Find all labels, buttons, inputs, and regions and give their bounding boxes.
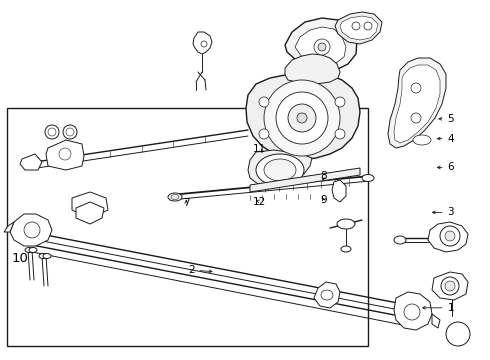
- Polygon shape: [20, 154, 42, 170]
- Circle shape: [404, 304, 420, 320]
- Polygon shape: [285, 54, 340, 84]
- Circle shape: [440, 226, 460, 246]
- Text: 5: 5: [439, 114, 454, 124]
- Polygon shape: [432, 314, 440, 328]
- Circle shape: [276, 92, 328, 144]
- Circle shape: [48, 128, 56, 136]
- Polygon shape: [332, 180, 346, 202]
- Bar: [7, 108, 368, 346]
- Circle shape: [335, 97, 345, 107]
- Text: 9: 9: [320, 195, 327, 205]
- Circle shape: [335, 129, 345, 139]
- Polygon shape: [72, 192, 108, 218]
- Polygon shape: [193, 32, 212, 54]
- Polygon shape: [394, 65, 440, 143]
- Circle shape: [314, 39, 330, 55]
- Circle shape: [201, 41, 207, 47]
- Polygon shape: [246, 73, 360, 160]
- Circle shape: [59, 148, 71, 160]
- Circle shape: [288, 104, 316, 132]
- Ellipse shape: [168, 193, 182, 201]
- Circle shape: [352, 22, 360, 30]
- Text: 2: 2: [188, 265, 212, 275]
- Circle shape: [24, 222, 40, 238]
- Polygon shape: [388, 58, 446, 148]
- Polygon shape: [340, 16, 378, 40]
- Polygon shape: [250, 168, 360, 192]
- Text: 1: 1: [423, 303, 454, 313]
- Ellipse shape: [413, 135, 431, 145]
- Circle shape: [364, 22, 372, 30]
- Ellipse shape: [43, 253, 51, 258]
- Text: 11: 11: [253, 144, 267, 154]
- Text: 4: 4: [438, 134, 454, 144]
- Polygon shape: [46, 140, 84, 170]
- Polygon shape: [248, 150, 312, 186]
- Ellipse shape: [362, 175, 374, 181]
- Ellipse shape: [337, 219, 355, 229]
- Text: 8: 8: [320, 171, 327, 181]
- Circle shape: [411, 83, 421, 93]
- Polygon shape: [76, 202, 104, 224]
- Circle shape: [445, 231, 455, 241]
- Polygon shape: [10, 214, 52, 246]
- Text: 7: 7: [183, 198, 190, 208]
- Circle shape: [411, 113, 421, 123]
- Ellipse shape: [39, 253, 47, 258]
- Polygon shape: [432, 272, 468, 300]
- Text: 12: 12: [253, 197, 267, 207]
- Ellipse shape: [394, 236, 406, 244]
- Circle shape: [264, 80, 340, 156]
- Circle shape: [318, 43, 326, 51]
- Ellipse shape: [341, 246, 351, 252]
- Ellipse shape: [25, 248, 33, 252]
- Circle shape: [66, 128, 74, 136]
- Ellipse shape: [321, 290, 333, 300]
- Circle shape: [297, 113, 307, 123]
- Ellipse shape: [29, 248, 37, 252]
- Polygon shape: [285, 18, 357, 72]
- Circle shape: [45, 125, 59, 139]
- Text: 10: 10: [11, 252, 28, 265]
- Ellipse shape: [256, 154, 304, 186]
- Circle shape: [259, 129, 269, 139]
- Polygon shape: [428, 222, 468, 252]
- Circle shape: [441, 277, 459, 295]
- Polygon shape: [335, 12, 382, 44]
- Polygon shape: [295, 27, 346, 66]
- Circle shape: [259, 97, 269, 107]
- Polygon shape: [4, 222, 14, 232]
- Circle shape: [446, 322, 470, 346]
- Text: 6: 6: [438, 162, 454, 172]
- Circle shape: [63, 125, 77, 139]
- Polygon shape: [314, 282, 340, 308]
- Circle shape: [445, 281, 455, 291]
- Ellipse shape: [171, 194, 179, 199]
- Polygon shape: [394, 292, 432, 330]
- Text: 3: 3: [433, 207, 454, 217]
- Ellipse shape: [264, 159, 296, 181]
